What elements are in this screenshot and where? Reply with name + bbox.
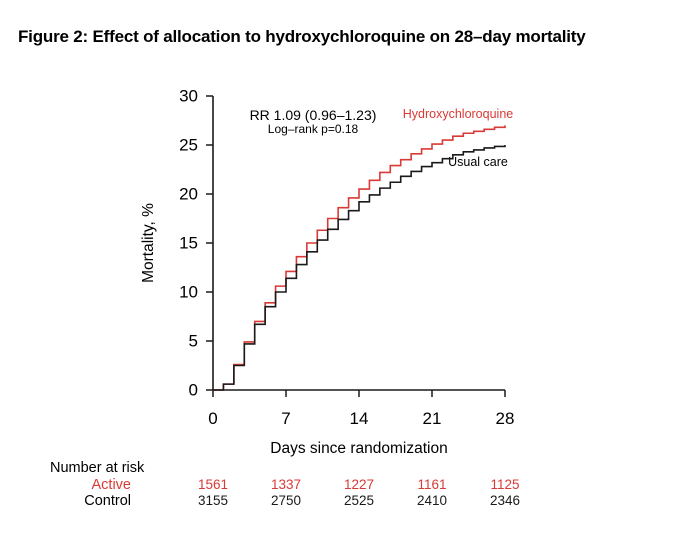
logrank-annotation: Log–rank p=0.18: [268, 122, 359, 136]
y-axis-tick-label: 0: [189, 381, 198, 400]
y-axis-tick-label: 5: [189, 332, 198, 351]
y-axis-tick-label: 30: [179, 87, 198, 106]
risk-count-control-day7: 2750: [271, 493, 301, 508]
survival-curve-usual-care: [213, 145, 506, 391]
risk-count-active-day7: 1337: [271, 477, 301, 492]
x-axis-tick-label: 0: [208, 409, 217, 428]
risk-count-active-day28: 1125: [490, 477, 519, 492]
risk-count-control-day21: 2410: [417, 493, 447, 508]
y-axis-tick-label: 10: [179, 283, 198, 302]
y-axis-tick-label: 25: [179, 136, 198, 155]
x-axis-tick-label: 28: [496, 409, 515, 428]
x-axis-tick-label: 7: [281, 409, 290, 428]
risk-count-active-day21: 1161: [417, 477, 446, 492]
risk-count-control-day28: 2346: [490, 493, 520, 508]
rr-annotation: RR 1.09 (0.96–1.23): [250, 107, 377, 123]
risk-count-control-day0: 3155: [198, 493, 228, 508]
legend-label-hydroxychloroquine: Hydroxychloroquine: [403, 107, 514, 121]
risk-count-active-day14: 1227: [344, 477, 374, 492]
risk-count-active-day0: 1561: [198, 477, 228, 492]
y-axis-title: Mortality, %: [140, 203, 157, 283]
figure-title: Figure 2: Effect of allocation to hydrox…: [18, 27, 586, 46]
x-axis-title: Days since randomization: [270, 440, 447, 457]
risk-table-header: Number at risk: [50, 460, 145, 476]
risk-row-label-control: Control: [84, 493, 131, 509]
x-axis-tick-label: 14: [350, 409, 369, 428]
risk-count-control-day14: 2525: [344, 493, 374, 508]
x-axis-tick-label: 21: [423, 409, 442, 428]
legend-label-usual-care: Usual care: [448, 155, 508, 169]
y-axis-tick-label: 20: [179, 185, 198, 204]
risk-row-label-active: Active: [92, 477, 132, 493]
y-axis-tick-label: 15: [179, 234, 198, 253]
